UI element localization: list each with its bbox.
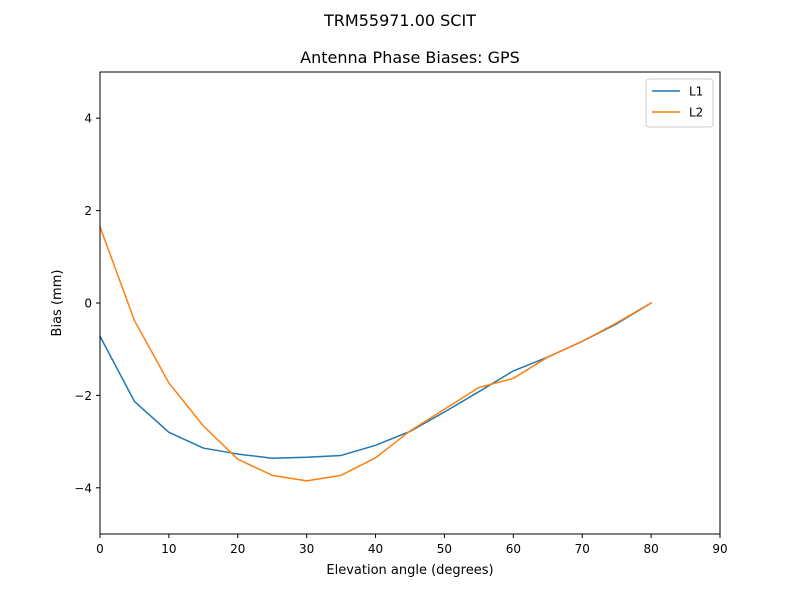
chart-title: Antenna Phase Biases: GPS: [300, 48, 520, 67]
y-axis-ticks: −4 −2 0 2 4: [74, 112, 100, 495]
legend-label-l2: L2: [689, 106, 703, 120]
plot-area-frame: [99, 71, 721, 535]
y-axis-label: Bias (mm): [50, 270, 65, 337]
x-tick-label: 60: [506, 542, 521, 556]
series-line-l2: [99, 225, 653, 482]
x-tick-label: 10: [161, 542, 176, 556]
series-lines: [98, 225, 653, 482]
legend-label-l1: L1: [689, 85, 703, 99]
x-tick-label: 90: [712, 542, 727, 556]
y-tick-label: 2: [84, 204, 92, 218]
figure-suptitle: TRM55971.00 SCIT: [323, 11, 476, 30]
x-tick-label: 50: [437, 542, 452, 556]
x-tick-label: 30: [299, 542, 314, 556]
x-tick-label: 20: [230, 542, 245, 556]
x-tick-label: 0: [96, 542, 104, 556]
x-tick-label: 70: [575, 542, 590, 556]
x-axis-ticks: 0 10 20 30 40 50 60 70 80 90: [96, 534, 728, 556]
series-line-l1: [98, 301, 653, 459]
y-tick-label: 4: [84, 112, 92, 126]
x-tick-label: 40: [368, 542, 383, 556]
y-tick-label: −2: [74, 389, 92, 403]
x-axis-label: Elevation angle (degrees): [326, 563, 493, 578]
y-tick-label: −4: [74, 481, 92, 495]
legend: L1 L2: [645, 78, 714, 128]
y-tick-label: 0: [84, 297, 92, 311]
x-tick-label: 80: [643, 542, 658, 556]
